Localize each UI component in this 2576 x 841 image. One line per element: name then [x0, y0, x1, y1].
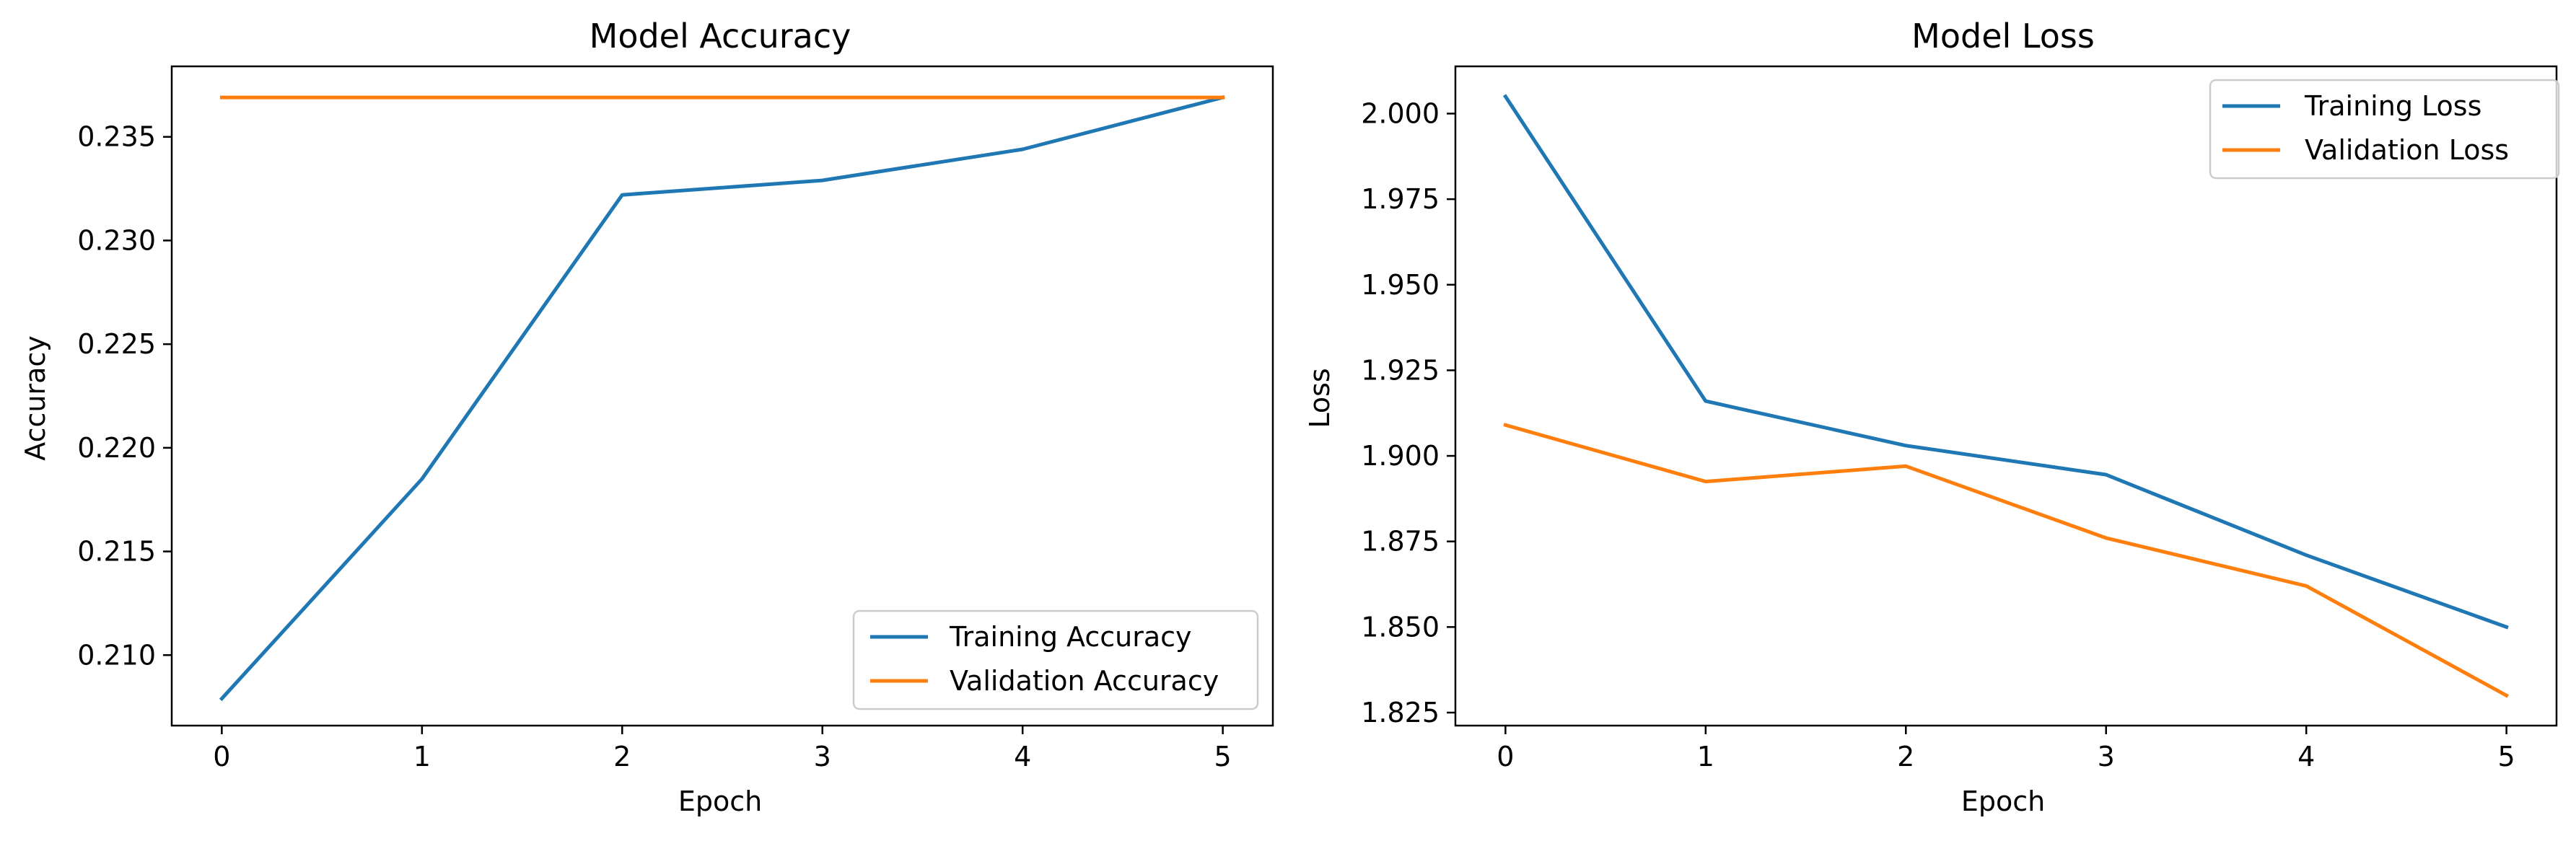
legend-frame [2209, 79, 2560, 180]
x-tick-label: 2 [613, 741, 631, 772]
y-tick-label: 0.230 [77, 224, 156, 256]
accuracy-chart-panel: Model Accuracy Epoch Accuracy 0 1 2 3 4 5 0.21… [19, 17, 1274, 817]
legend-label-training-loss: Training Loss [2304, 90, 2481, 122]
legend-frame [852, 609, 1259, 710]
y-tick-label: 2.000 [1361, 97, 1440, 129]
x-tick-label: 5 [1214, 741, 1232, 772]
y-tick-label: 1.975 [1361, 183, 1440, 215]
y-tick-label: 1.925 [1361, 354, 1440, 386]
y-tick-label: 0.220 [77, 432, 156, 464]
x-tick-label: 3 [2098, 741, 2115, 772]
legend-label-validation-loss: Validation Loss [2305, 134, 2509, 166]
loss-x-axis-label: Epoch [1961, 785, 2045, 817]
series-line-validation-loss [1503, 423, 2509, 698]
accuracy-legend: Training Accuracy Validation Accuracy [852, 609, 1259, 710]
legend-label-training-accuracy: Training Accuracy [949, 621, 1192, 653]
x-tick-label: 5 [2498, 741, 2515, 772]
loss-plot-area: 0 1 2 3 4 5 1.825 1.850 1.875 1.900 1.925 1.950 1.97… [1361, 65, 2558, 772]
x-tick-label: 0 [213, 741, 230, 772]
x-tick-label: 2 [1897, 741, 1914, 772]
accuracy-plot-area: 0 1 2 3 4 5 0.210 0.215 0.220 0.225 0.230 0.235 [77, 65, 1274, 772]
x-tick-label: 3 [814, 741, 831, 772]
x-tick-label: 4 [2297, 741, 2315, 772]
x-tick-label: 4 [1014, 741, 1031, 772]
x-tick-label: 1 [1697, 741, 1714, 772]
y-tick-label: 1.850 [1361, 611, 1440, 643]
y-tick-label: 0.210 [77, 639, 156, 671]
y-tick-label: 1.900 [1361, 440, 1440, 472]
y-tick-label: 1.825 [1361, 697, 1440, 728]
y-tick-label: 0.215 [77, 536, 156, 568]
loss-chart-panel: Model Loss Epoch Loss 0 1 2 3 4 5 1.825 1.850 1.… [1304, 17, 2560, 817]
x-tick-label: 1 [413, 741, 431, 772]
accuracy-y-axis-label: Accuracy [19, 335, 51, 461]
accuracy-x-axis-label: Epoch [678, 785, 762, 817]
loss-chart-title: Model Loss [1911, 17, 2095, 56]
axes-frame [170, 65, 1274, 727]
y-tick-label: 1.875 [1361, 526, 1440, 558]
accuracy-chart-title: Model Accuracy [590, 17, 851, 56]
series-line-training-loss [1502, 94, 2509, 630]
y-tick-label: 0.235 [77, 121, 156, 153]
series-line-training-accuracy [219, 95, 1225, 702]
loss-legend: Training Loss Validation Loss [2209, 79, 2560, 180]
y-tick-label: 0.225 [77, 328, 156, 360]
legend-label-validation-accuracy: Validation Accuracy [950, 665, 1219, 697]
x-tick-label: 0 [1497, 741, 1514, 772]
axes-frame [1454, 65, 2558, 727]
loss-y-axis-label: Loss [1304, 368, 1336, 428]
y-tick-label: 1.950 [1361, 269, 1440, 301]
